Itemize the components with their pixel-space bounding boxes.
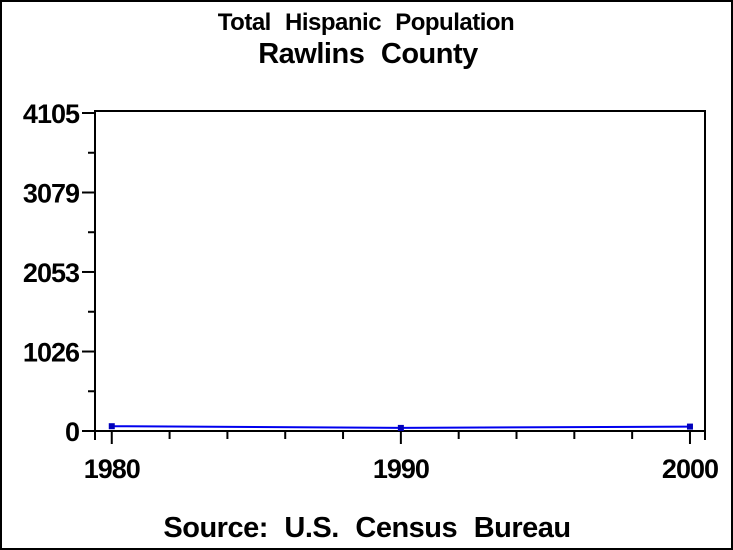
data-series bbox=[108, 423, 693, 431]
y-tick-label: 2053 bbox=[23, 258, 80, 288]
y-axis: 0 1026 2053 3079 4105 bbox=[23, 99, 95, 447]
chart-subtitle: Rawlins County bbox=[258, 38, 478, 70]
x-tick-label: 2000 bbox=[662, 454, 718, 484]
y-tick-label: 0 bbox=[65, 417, 79, 447]
data-point-marker bbox=[686, 423, 693, 430]
chart-title: Total Hispanic Population bbox=[218, 9, 514, 36]
x-tick-label: 1990 bbox=[373, 454, 429, 484]
x-tick-label: 1980 bbox=[84, 454, 140, 484]
source-caption: Source: U.S. Census Bureau bbox=[163, 512, 570, 544]
x-axis: 1980 1990 2000 bbox=[84, 431, 719, 484]
y-tick-label: 4105 bbox=[23, 99, 80, 129]
data-point-marker bbox=[108, 423, 115, 430]
plot-frame bbox=[94, 110, 706, 432]
y-tick-label: 3079 bbox=[23, 178, 80, 208]
data-point-marker bbox=[397, 424, 404, 431]
y-tick-label: 1026 bbox=[23, 338, 80, 368]
